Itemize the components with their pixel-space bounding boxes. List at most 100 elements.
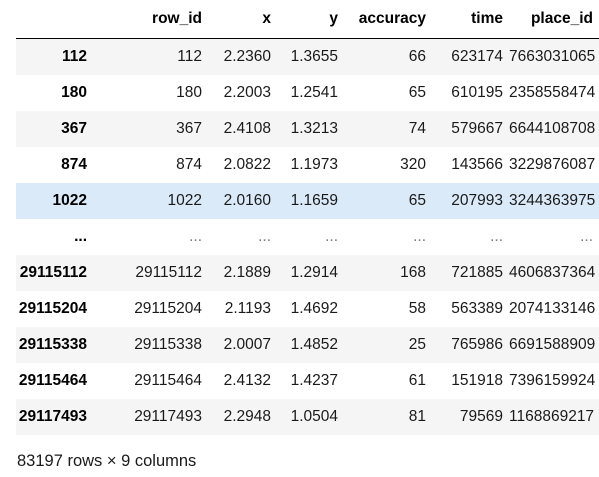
place-id-cell: 2074133146 xyxy=(509,299,596,317)
row-index: 180 xyxy=(61,83,87,101)
row-index: 367 xyxy=(61,119,87,137)
time-cell: 765986 xyxy=(451,335,503,353)
place-id-cell: 4606837364 xyxy=(509,263,596,281)
row-index: 874 xyxy=(61,155,87,173)
x-cell: ... xyxy=(258,227,271,245)
row-id-cell: 367 xyxy=(176,119,202,137)
x-cell: 2.2948 xyxy=(223,407,271,425)
y-cell: 1.3655 xyxy=(290,47,338,65)
table-body: 112 112 2.2360 1.3655 66 623174 7663031065 180 1… xyxy=(16,38,599,435)
y-cell: 1.4852 xyxy=(290,335,338,353)
row-id-cell: 874 xyxy=(176,155,202,173)
x-cell: 2.1889 xyxy=(223,263,271,281)
place-id-cell: 3229876087 xyxy=(509,155,596,173)
table-row: 1022 1022 2.0160 1.1659 65 207993 3244363975 xyxy=(16,182,599,219)
row-index: 29115112 xyxy=(19,263,87,281)
place-id-cell: 3244363975 xyxy=(509,191,596,209)
row-id-cell: 29115112 xyxy=(135,263,202,281)
accuracy-cell: 61 xyxy=(408,371,426,389)
time-cell: 610195 xyxy=(451,83,503,101)
row-id-cell: 29115464 xyxy=(134,371,202,389)
dataframe-output: row_id x y accuracy time place_id 112 112… xyxy=(16,0,599,435)
y-cell: 1.1659 xyxy=(290,191,338,209)
time-cell: 623174 xyxy=(451,47,503,65)
x-cell: 2.0007 xyxy=(223,335,271,353)
place-id-cell: 6644108708 xyxy=(509,119,596,137)
accuracy-cell: ... xyxy=(413,227,426,245)
row-index: 29117493 xyxy=(18,407,87,425)
place-id-cell: 7663031065 xyxy=(509,47,596,65)
accuracy-cell: 58 xyxy=(408,299,426,317)
y-cell: 1.1973 xyxy=(290,155,338,173)
place-id-cell: 6691588909 xyxy=(509,335,596,353)
time-cell: 143566 xyxy=(451,155,503,173)
table-row: 29115464 29115464 2.4132 1.4237 61 151918 7396… xyxy=(16,362,599,399)
x-cell: 2.4132 xyxy=(223,371,271,389)
row-id-cell: 1022 xyxy=(167,191,202,209)
place-id-cell: 7396159924 xyxy=(509,371,596,389)
dataframe-table: row_id x y accuracy time place_id 112 112… xyxy=(16,0,599,435)
x-cell: 2.2360 xyxy=(223,47,271,65)
accuracy-cell: 65 xyxy=(408,83,426,101)
table-row: 29115204 29115204 2.1193 1.4692 58 563389 2074… xyxy=(16,290,599,327)
y-cell: 1.2914 xyxy=(290,263,338,281)
row-index: 29115338 xyxy=(18,335,87,353)
y-cell: 1.4692 xyxy=(290,299,338,317)
column-header-y: y xyxy=(277,0,344,39)
table-row: 29115112 29115112 2.1889 1.2914 168 721885 460… xyxy=(16,254,599,291)
place-id-cell: 2358558474 xyxy=(509,83,596,101)
table-row: 112 112 2.2360 1.3655 66 623174 7663031065 xyxy=(16,38,599,75)
accuracy-cell: 74 xyxy=(408,119,426,137)
y-cell: 1.0504 xyxy=(290,407,338,425)
table-row: 874 874 2.0822 1.1973 320 143566 3229876087 xyxy=(16,146,599,183)
place-id-cell: ... xyxy=(580,227,593,245)
accuracy-cell: 81 xyxy=(408,407,426,425)
table-row: 367 367 2.4108 1.3213 74 579667 6644108708 xyxy=(16,110,599,147)
x-cell: 2.4108 xyxy=(223,119,271,137)
y-cell: 1.4237 xyxy=(290,371,338,389)
column-header-accuracy: accuracy xyxy=(344,0,432,39)
time-cell: 579667 xyxy=(451,119,503,137)
accuracy-cell: 65 xyxy=(408,191,426,209)
place-id-cell: 1168869217 xyxy=(509,407,595,425)
row-id-cell: 29115338 xyxy=(134,335,202,353)
row-index: ... xyxy=(74,227,87,245)
column-header-row-id: row_id xyxy=(105,0,208,39)
table-row: 180 180 2.2003 1.2541 65 610195 2358558474 xyxy=(16,74,599,111)
accuracy-cell: 66 xyxy=(408,47,426,65)
column-header-x: x xyxy=(208,0,277,39)
accuracy-cell: 168 xyxy=(400,263,426,281)
ellipsis-row: ..................... xyxy=(16,218,599,255)
x-cell: 2.2003 xyxy=(223,83,271,101)
y-cell: 1.3213 xyxy=(290,119,338,137)
table-row: 29117493 29117493 2.2948 1.0504 81 79569 11688… xyxy=(16,398,599,435)
row-index: 29115204 xyxy=(18,299,87,317)
column-header-time: time xyxy=(432,0,509,39)
row-id-cell: 29117493 xyxy=(134,407,202,425)
shape-summary: 83197 rows × 9 columns xyxy=(17,452,197,470)
row-id-cell: 29115204 xyxy=(134,299,202,317)
time-cell: ... xyxy=(490,227,503,245)
time-cell: 563389 xyxy=(451,299,503,317)
row-index: 1022 xyxy=(52,191,87,209)
header-row: row_id x y accuracy time place_id xyxy=(16,0,599,39)
table-header: row_id x y accuracy time place_id xyxy=(16,0,599,39)
index-header xyxy=(16,0,105,39)
x-cell: 2.1193 xyxy=(224,299,271,317)
row-index: 29115464 xyxy=(18,371,87,389)
accuracy-cell: 320 xyxy=(400,155,426,173)
column-header-place-id: place_id xyxy=(509,0,599,39)
row-id-cell: 180 xyxy=(176,83,202,101)
table-row: 29115338 29115338 2.0007 1.4852 25 765986 6691… xyxy=(16,326,599,363)
x-cell: 2.0160 xyxy=(223,191,271,209)
row-index: 112 xyxy=(61,47,87,65)
accuracy-cell: 25 xyxy=(408,335,426,353)
time-cell: 79569 xyxy=(459,407,503,425)
y-cell: 1.2541 xyxy=(290,83,338,101)
time-cell: 151918 xyxy=(451,371,503,389)
row-id-cell: 112 xyxy=(177,47,202,65)
time-cell: 207993 xyxy=(451,191,503,209)
y-cell: ... xyxy=(325,227,338,245)
row-id-cell: ... xyxy=(189,227,202,245)
time-cell: 721885 xyxy=(451,263,503,281)
